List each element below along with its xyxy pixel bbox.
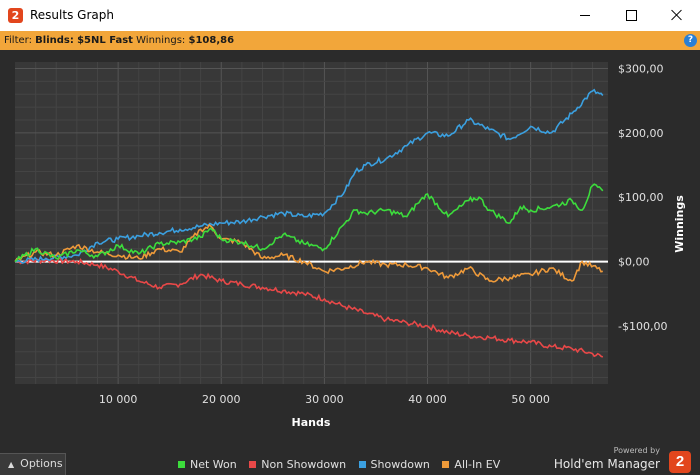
legend-swatch [178, 461, 185, 468]
x-tick-label: 20 000 [202, 393, 241, 406]
filter-winnings-value: $108,86 [188, 35, 235, 46]
maximize-button[interactable] [608, 0, 654, 31]
app-logo-icon: 2 [8, 8, 23, 23]
legend-swatch [442, 461, 450, 468]
series-line-showdown [14, 88, 604, 264]
x-tick-label: 30 000 [305, 393, 344, 406]
y-tick-label: $300,00 [618, 62, 664, 75]
legend-label: All-In EV [454, 458, 501, 471]
legend-label: Showdown [370, 458, 430, 471]
y-tick-label: $200,00 [618, 127, 664, 140]
title-bar: 2 Results Graph [0, 0, 700, 31]
chart-legend: Net Won Non Showdown Showdown All-In EV [178, 458, 509, 471]
results-chart: 10 000 20 000 30 000 40 000 50 000 $300,00 $2… [0, 50, 700, 450]
brand-logo-icon: 2 [669, 451, 691, 473]
caret-up-icon: ▲ [8, 460, 15, 469]
brand-powered-text: Powered by [613, 446, 660, 455]
results-graph-svg: 10 000 20 000 30 000 40 000 50 000 $300,00 $2… [14, 62, 686, 429]
legend-swatch [358, 461, 366, 468]
y-tick-label: $100,00 [618, 191, 664, 204]
brand-name: Hold'em Manager [553, 457, 660, 471]
options-label: Options [20, 457, 63, 470]
options-button[interactable]: ▲ Options [0, 453, 66, 475]
legend-label: Net Won [190, 458, 237, 471]
y-tick-label: -$100,00 [618, 320, 667, 333]
y-axis-label: Winnings [673, 195, 686, 253]
help-icon[interactable]: ? [684, 34, 697, 47]
legend-item-all-in-ev[interactable]: All-In EV [442, 458, 500, 471]
filter-winnings-label: Winnings: [136, 35, 186, 46]
x-tick-label: 40 000 [408, 393, 447, 406]
filter-prefix: Filter: [4, 35, 32, 46]
x-axis-label: Hands [292, 416, 331, 429]
x-tick-label: 50 000 [511, 393, 550, 406]
filter-blinds-value: $5NL Fast [77, 35, 133, 46]
legend-item-net-won[interactable]: Net Won [178, 458, 237, 471]
filter-blinds-label: Blinds: [35, 35, 74, 46]
y-tick-label: $0,00 [618, 256, 650, 269]
filter-bar: Filter: Blinds: $5NL Fast Winnings: $108… [0, 31, 700, 50]
legend-label: Non Showdown [261, 458, 347, 471]
series-line-all-in-ev [14, 223, 603, 283]
legend-item-non-showdown[interactable]: Non Showdown [249, 458, 346, 471]
x-tick-label: 10 000 [99, 393, 138, 406]
brand-block: Powered by Hold'em Manager 2 [554, 446, 698, 475]
window-title: Results Graph [30, 8, 114, 22]
series-line-net-won [14, 183, 604, 263]
close-button[interactable] [654, 0, 700, 31]
legend-item-showdown[interactable]: Showdown [358, 458, 430, 471]
legend-swatch [249, 461, 257, 468]
bottom-bar: ▲ Options Net Won Non Showdown Showdown A… [0, 446, 700, 475]
series-line-non-showdown [15, 257, 604, 358]
minimize-button[interactable] [562, 0, 608, 31]
